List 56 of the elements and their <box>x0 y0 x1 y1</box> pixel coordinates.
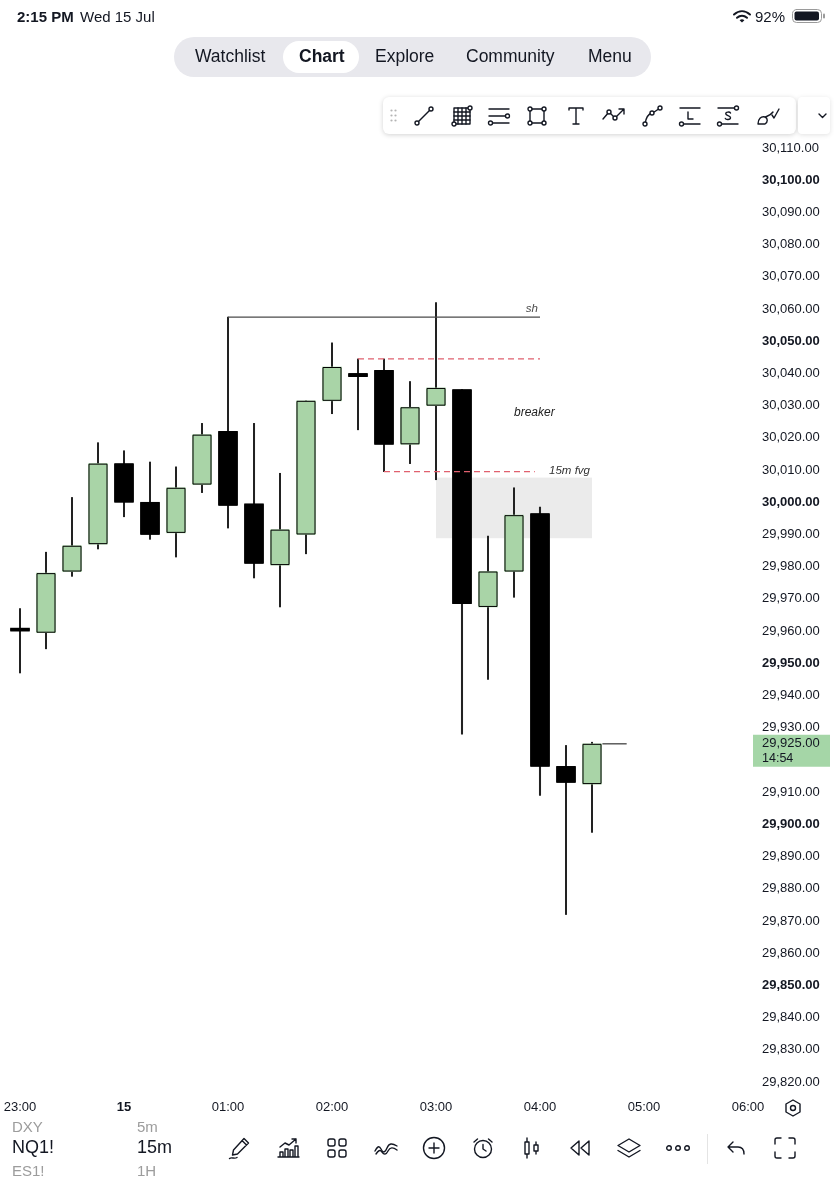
y-tick-label: 30,010.00 <box>762 461 820 477</box>
y-tick-label: 29,990.00 <box>762 526 820 542</box>
text: ES1! <box>12 1162 45 1180</box>
y-tick-label: 29,910.00 <box>762 783 820 799</box>
annotation: 15m fvg <box>549 463 591 476</box>
text: 5m <box>137 1118 158 1136</box>
y-tick-label: 30,000.00 <box>762 493 820 509</box>
y-tick-label: 29,930.00 <box>762 719 820 735</box>
y-tick-label: 29,980.00 <box>762 558 820 574</box>
annotation: breaker <box>514 405 555 420</box>
text: Menu <box>588 46 632 67</box>
x-tick-label: 23:00 <box>3 1099 37 1115</box>
y-tick-label: 30,040.00 <box>762 365 820 381</box>
x-tick-label: 15 <box>116 1099 132 1115</box>
text: NQ1! <box>12 1137 55 1159</box>
text: DXY <box>12 1118 43 1136</box>
y-tick-label: 30,070.00 <box>762 268 820 284</box>
text: 15m <box>137 1137 173 1159</box>
y-tick-label: 30,030.00 <box>762 397 820 413</box>
y-tick-label: 29,870.00 <box>762 912 820 928</box>
y-tick-label: 29,960.00 <box>762 622 820 638</box>
y-tick-label: 29,840.00 <box>762 1009 820 1025</box>
text: Chart <box>299 46 345 67</box>
y-tick-label: 30,020.00 <box>762 429 820 445</box>
y-tick-label: 30,100.00 <box>762 171 820 187</box>
text: 1H <box>137 1162 157 1180</box>
y-tick-label: 29,940.00 <box>762 687 820 703</box>
x-tick-label: 02:00 <box>315 1099 349 1115</box>
y-tick-label: 29,970.00 <box>762 590 820 606</box>
y-tick-label: 29,890.00 <box>762 848 820 864</box>
y-tick-label: 29,900.00 <box>762 815 820 831</box>
y-tick-label: 29,860.00 <box>762 944 820 960</box>
y-tick-label: 29,820.00 <box>762 1073 820 1089</box>
x-tick-label: 04:00 <box>523 1099 557 1115</box>
y-tick-label: 30,060.00 <box>762 300 820 316</box>
text: Watchlist <box>195 46 266 67</box>
text: 2:15 PM <box>17 8 74 26</box>
text: 92% <box>755 8 786 26</box>
text: Explore <box>375 46 435 67</box>
x-tick-label: 03:00 <box>419 1099 453 1115</box>
y-tick-label: 29,925.00 <box>762 735 820 751</box>
y-tick-label: 30,080.00 <box>762 236 820 252</box>
text: Wed 15 Jul <box>80 8 155 26</box>
text: Community <box>466 46 555 67</box>
y-tick-label: 29,850.00 <box>762 976 820 992</box>
y-tick-label: 30,090.00 <box>762 203 820 219</box>
x-tick-label: 01:00 <box>211 1099 245 1115</box>
y-tick-label: 30,110.00 <box>762 139 819 155</box>
text: 14:54 <box>762 751 794 766</box>
y-tick-label: 29,880.00 <box>762 880 820 896</box>
x-tick-label: 06:00 <box>731 1099 765 1115</box>
y-tick-label: 29,830.00 <box>762 1041 820 1057</box>
series-label: sh <box>525 301 538 314</box>
y-tick-label: 29,950.00 <box>762 654 820 670</box>
y-tick-label: 30,050.00 <box>762 332 820 348</box>
x-tick-label: 05:00 <box>627 1099 661 1115</box>
